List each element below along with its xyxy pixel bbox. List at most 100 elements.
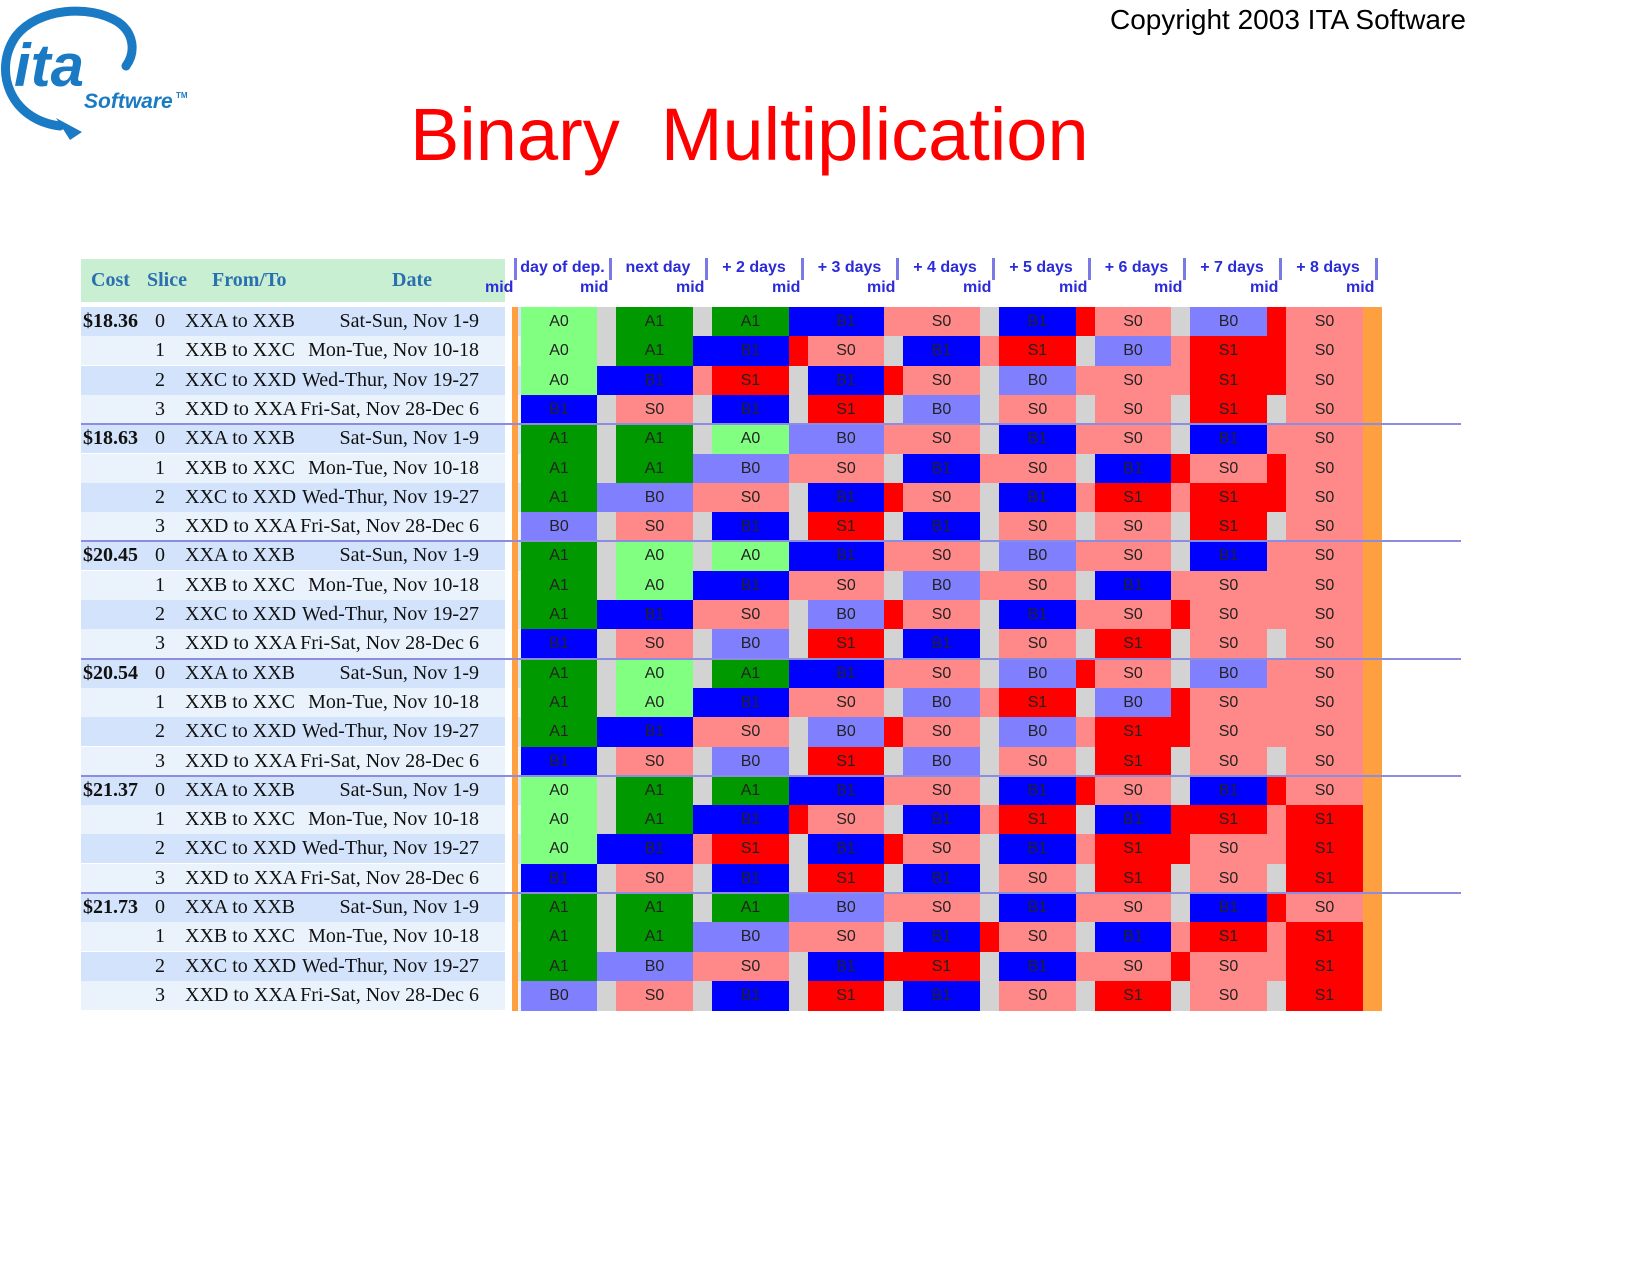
mid-marker — [512, 775, 518, 806]
date-text: Fri-Sat, Nov 28-Dec 6 — [300, 632, 479, 655]
cell-gap — [1363, 453, 1382, 484]
cell-label: A0 — [644, 576, 665, 594]
cell-gap — [980, 629, 999, 660]
cell-block — [1095, 980, 1171, 1011]
date-text: Sat-Sun, Nov 1-9 — [339, 661, 479, 684]
cell-gap — [1076, 658, 1095, 689]
cell-gap — [1076, 863, 1095, 894]
cell-block — [712, 775, 789, 806]
cell-label: S0 — [836, 811, 856, 829]
cell-gap — [1267, 570, 1286, 601]
cell-block — [1190, 365, 1267, 396]
mid-marker — [512, 951, 518, 982]
cell-gap — [1076, 805, 1095, 835]
date-text: Wed-Thur, Nov 19-27 — [302, 485, 479, 508]
cell-gap — [1267, 922, 1286, 953]
cell-block — [521, 893, 597, 923]
mid-marker — [512, 482, 518, 513]
cell-block — [999, 658, 1076, 689]
table-row — [81, 893, 505, 922]
cell-gap — [980, 482, 999, 513]
cell-block — [616, 658, 693, 689]
cell-gap — [597, 629, 616, 660]
cell-block — [616, 893, 693, 923]
cell-label: S0 — [644, 869, 665, 887]
cell-gap — [1076, 922, 1095, 953]
cell-label: A1 — [549, 928, 569, 946]
cell-label: S1 — [1314, 811, 1335, 829]
cell-gap — [1267, 893, 1286, 923]
mid-marker — [512, 600, 518, 630]
cell-block — [999, 541, 1076, 572]
cell-label: B1 — [836, 781, 856, 799]
cell-label: B0 — [1123, 693, 1143, 711]
cell-gap — [1363, 863, 1382, 894]
cell-block — [1286, 541, 1363, 572]
cell-gap — [884, 365, 903, 396]
cell-label: A1 — [644, 459, 665, 477]
route-text: XXA to XXB — [185, 427, 296, 450]
cell-block — [1286, 805, 1363, 835]
cell-gap — [789, 512, 808, 542]
cell-label: S0 — [1314, 371, 1335, 389]
cell-label: S0 — [1314, 430, 1335, 448]
cell-label: B1 — [836, 664, 856, 682]
cell-gap — [693, 394, 712, 425]
cell-block — [999, 629, 1076, 660]
cell-label: B1 — [1027, 781, 1048, 799]
cell-label: S0 — [1218, 752, 1239, 770]
cell-label: S1 — [836, 869, 856, 887]
cell-label: S0 — [1123, 606, 1143, 623]
cell-gap — [1363, 629, 1382, 660]
cell-block — [1286, 482, 1363, 513]
cell-block — [999, 951, 1076, 982]
cell-block — [808, 717, 884, 747]
cell-label: S0 — [1027, 928, 1048, 946]
date-text: Mon-Tue, Nov 10-18 — [308, 456, 479, 479]
cell-label: S0 — [931, 664, 952, 682]
route-text: XXD to XXA — [185, 397, 298, 420]
cell-gap — [597, 980, 616, 1011]
mid-marker — [512, 365, 518, 396]
cell-block — [1286, 512, 1363, 542]
cell-gap — [1171, 512, 1190, 542]
cell-gap — [1363, 512, 1382, 542]
cell-label: A1 — [549, 430, 569, 448]
cell-gap — [597, 307, 616, 337]
route-text: XXB to XXC — [185, 573, 296, 596]
cell-gap — [1171, 453, 1190, 484]
cell-block — [1286, 629, 1363, 660]
cell-block — [1286, 951, 1363, 982]
cell-gap — [789, 980, 808, 1011]
cell-gap — [980, 922, 999, 953]
cell-gap — [789, 307, 808, 337]
cell-gap — [789, 570, 808, 601]
cell-label: S1 — [1314, 840, 1335, 858]
cell-gap — [597, 600, 616, 630]
cost-value: $18.63 — [83, 427, 138, 450]
cell-gap — [1363, 600, 1382, 630]
cell-gap — [980, 307, 999, 337]
cell-block — [521, 541, 597, 572]
mid-marker — [512, 893, 518, 923]
cell-gap — [1076, 980, 1095, 1011]
cell-gap — [1267, 629, 1286, 660]
cell-block — [903, 570, 980, 601]
cell-label: S0 — [1123, 547, 1143, 565]
cell-block — [1190, 453, 1267, 484]
cell-label: A0 — [644, 547, 665, 565]
cell-label: S1 — [836, 400, 856, 418]
cell-label: S0 — [836, 693, 856, 711]
cell-gap — [1171, 336, 1190, 367]
cell-block — [712, 570, 789, 601]
cell-block — [712, 658, 789, 689]
cell-block — [1190, 658, 1267, 689]
cell-block — [999, 834, 1076, 865]
cell-label: B1 — [931, 928, 952, 946]
cell-block — [712, 834, 789, 865]
cell-gap — [1267, 307, 1286, 337]
cell-label: B1 — [836, 371, 856, 389]
cell-gap — [884, 805, 903, 835]
cell-gap — [789, 863, 808, 894]
cell-label: B1 — [931, 869, 952, 887]
